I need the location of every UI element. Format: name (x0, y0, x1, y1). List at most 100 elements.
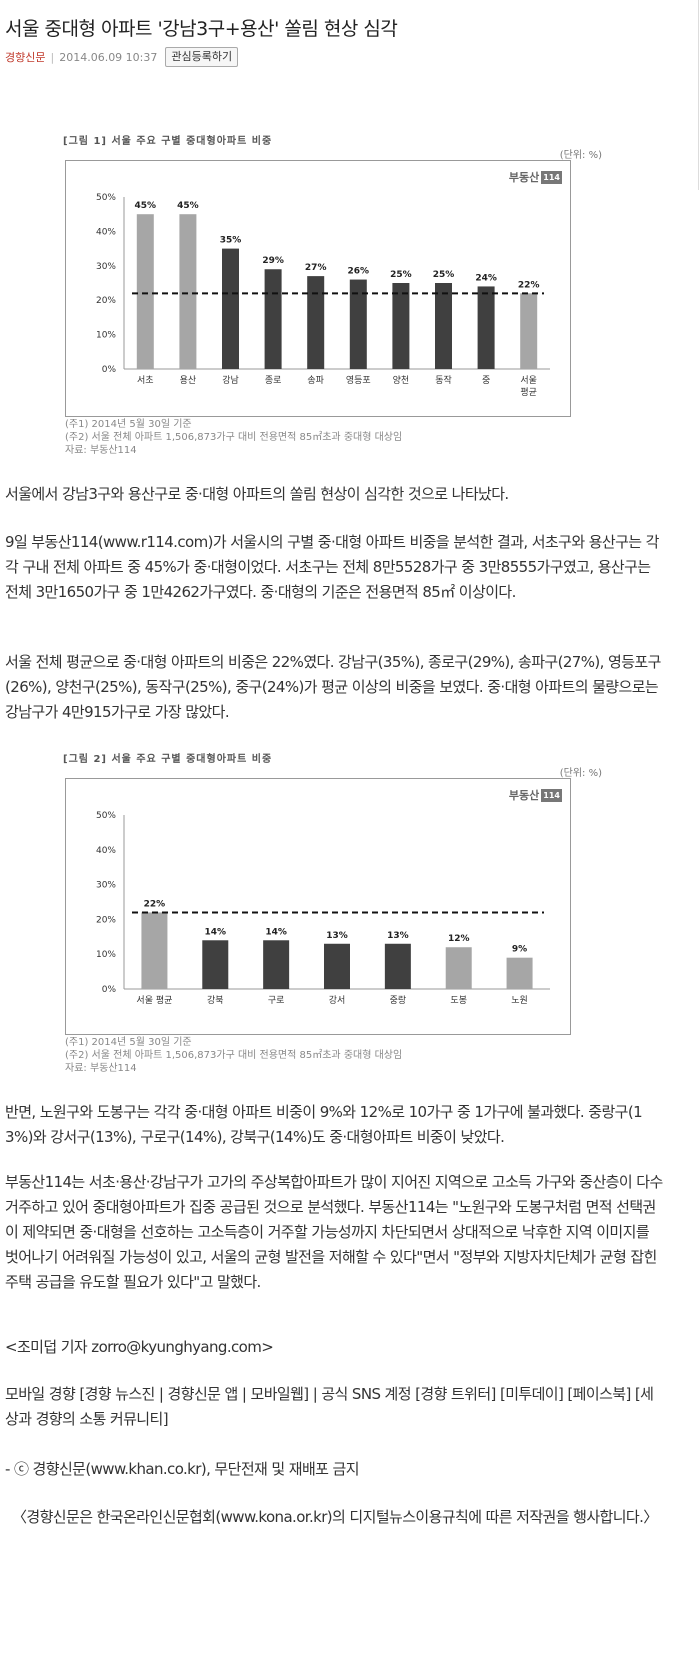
figure-1-notes: (주1) 2014년 5월 30일 기준 (주2) 서울 전체 아파트 1,50… (65, 418, 402, 457)
figure-1-note-1: (주1) 2014년 5월 30일 기준 (65, 419, 192, 430)
y-tick-label: 50% (96, 811, 116, 821)
x-tick-label: 도봉 (450, 995, 467, 1006)
figure-2-note-1: (주1) 2014년 5월 30일 기준 (65, 1037, 192, 1048)
x-tick-label: 동작 (435, 375, 452, 386)
bar (392, 283, 410, 369)
data-label: 22% (144, 899, 166, 909)
x-tick-label: 영등포 (346, 375, 371, 386)
x-tick-label: 서초 (137, 375, 154, 386)
article-date: 2014.06.09 10:37 (59, 50, 158, 64)
bar (222, 248, 239, 369)
logo-badge: 114 (541, 788, 562, 802)
bar (477, 286, 495, 369)
data-label: 25% (390, 270, 412, 280)
bar (202, 940, 229, 989)
bar (349, 279, 367, 369)
x-tick-label: 평균 (520, 387, 537, 398)
x-tick-label: 중랑 (390, 994, 407, 1006)
top-border (0, 0, 699, 2)
bar (179, 214, 197, 369)
logo-text: 부동산 (508, 789, 540, 802)
bar (324, 943, 350, 989)
bar (307, 276, 325, 369)
logo-text: 부동산 (508, 171, 540, 184)
data-label: 35% (220, 236, 242, 246)
logo-badge: 114 (541, 170, 562, 184)
figure-2-notes: (주1) 2014년 5월 30일 기준 (주2) 서울 전체 아파트 1,50… (65, 1036, 402, 1075)
figure-2: [그림 2] 서울 주요 구별 중대형아파트 비중 (단위: %) 부동산 114… (55, 750, 610, 1080)
paragraph-1: 서울에서 강남3구와 용산구로 중·대형 아파트의 쏠림 현상이 심각한 것으로… (5, 485, 509, 503)
bar (264, 269, 282, 369)
figure-2-unit: (단위: %) (559, 768, 602, 779)
data-label: 24% (475, 273, 497, 283)
y-tick-label: 10% (96, 950, 116, 960)
meta-separator: | (50, 50, 55, 64)
figure-1-unit: (단위: %) (559, 150, 602, 161)
data-label: 27% (305, 263, 327, 273)
figure-1-logo: 부동산 114 (509, 169, 562, 185)
y-tick-label: 30% (96, 262, 116, 272)
y-tick-label: 40% (96, 846, 116, 856)
figure-2-note-3: 자료: 부동산114 (65, 1063, 137, 1074)
byline: <조미덥 기자 zorro@kyunghyang.com> (5, 1338, 274, 1356)
data-label: 45% (135, 201, 157, 211)
mobile-promo[interactable]: 모바일 경향 [경향 뉴스진 | 경향신문 앱 | 모바일웹] | 공식 SNS… (5, 1385, 654, 1428)
data-label: 9% (512, 945, 527, 955)
figure-1-chart: 0% 10% 20% 30% 40% 50% 45% 서초 45% 용산 35% 강남 29% 종로 27%… (96, 193, 550, 398)
bar (435, 283, 452, 369)
y-tick-label: 40% (96, 227, 116, 237)
bar (520, 293, 538, 369)
x-tick-label: 종로 (265, 375, 282, 386)
bar (263, 940, 290, 989)
y-tick-label: 0% (102, 985, 117, 995)
y-tick-label: 20% (96, 915, 116, 925)
data-label: 13% (326, 931, 348, 941)
x-tick-label: 강북 (207, 995, 224, 1006)
article-meta: 경향신문 | 2014.06.09 10:37 관심등록하기 (5, 47, 239, 67)
x-tick-label: 송파 (307, 375, 324, 386)
x-tick-label: 강서 (329, 995, 346, 1006)
data-label: 13% (387, 931, 409, 941)
y-tick-label: 0% (102, 365, 117, 375)
article-title: 서울 중대형 아파트 '강남3구+용산' 쏠림 현상 심각 (5, 18, 398, 40)
x-tick-label: 구로 (268, 995, 285, 1006)
bar (136, 214, 154, 369)
y-tick-label: 10% (96, 331, 116, 341)
data-label: 14% (205, 927, 227, 937)
data-label: 26% (348, 267, 370, 277)
figure-2-chart: 0% 10% 20% 30% 40% 50% 22% 서울 평균 14% 강북 14% 구로 13% 강서… (96, 811, 550, 1006)
x-tick-label: 강남 (222, 375, 239, 386)
x-tick-label: 노원 (511, 995, 528, 1006)
x-tick-label: 서울 (520, 375, 537, 386)
data-label: 12% (448, 934, 470, 944)
x-tick-label: 중 (482, 375, 490, 386)
figure-1-chart-frame: 부동산 114 0% 10% 20% 30% 40% 50% 45% 서초 45% 용산 35% 강남 2… (65, 160, 571, 417)
paragraph-2: 9일 부동산114(www.r114.com)가 서울시의 구별 중·대형 아파… (5, 533, 659, 601)
x-tick-label: 용산 (180, 375, 197, 386)
bar (141, 912, 168, 989)
x-tick-label: 양천 (393, 375, 410, 386)
y-tick-label: 30% (96, 881, 116, 891)
figure-2-caption: [그림 2] 서울 주요 구별 중대형아파트 비중 (63, 754, 273, 765)
data-label: 25% (433, 270, 455, 280)
figure-1: [그림 1] 서울 주요 구별 중대형아파트 비중 (단위: %) 부동산 114… (55, 132, 610, 462)
y-tick-label: 50% (96, 193, 116, 203)
data-label: 45% (177, 201, 199, 211)
figure-1-note-3: 자료: 부동산114 (65, 445, 137, 456)
bar (384, 943, 411, 989)
interest-register-button[interactable]: 관심등록하기 (165, 47, 239, 67)
article-source[interactable]: 경향신문 (5, 51, 46, 64)
data-label: 22% (518, 280, 540, 290)
bar (506, 957, 533, 989)
figure-1-note-2: (주2) 서울 전체 아파트 1,506,873가구 대비 전용면적 85㎡초과… (65, 432, 403, 443)
paragraph-5: 부동산114는 서초·용산·강남구가 고가의 주상복합아파트가 많이 지어진 지… (5, 1173, 663, 1291)
figure-2-logo: 부동산 114 (509, 787, 562, 803)
figure-2-note-2: (주2) 서울 전체 아파트 1,506,873가구 대비 전용면적 85㎡초과… (65, 1050, 403, 1061)
paragraph-3: 서울 전체 평균으로 중·대형 아파트의 비중은 22%였다. 강남구(35%)… (5, 653, 661, 721)
paragraph-4: 반면, 노원구와 도봉구는 각각 중·대형 아파트 비중이 9%와 12%로 1… (5, 1103, 643, 1146)
bar (445, 947, 472, 989)
copyright: - ⓒ 경향신문(www.khan.co.kr), 무단전재 및 재배포 금지 (5, 1460, 360, 1478)
data-label: 14% (265, 927, 287, 937)
x-tick-label: 서울 평균 (136, 995, 172, 1006)
data-label: 29% (262, 256, 284, 266)
